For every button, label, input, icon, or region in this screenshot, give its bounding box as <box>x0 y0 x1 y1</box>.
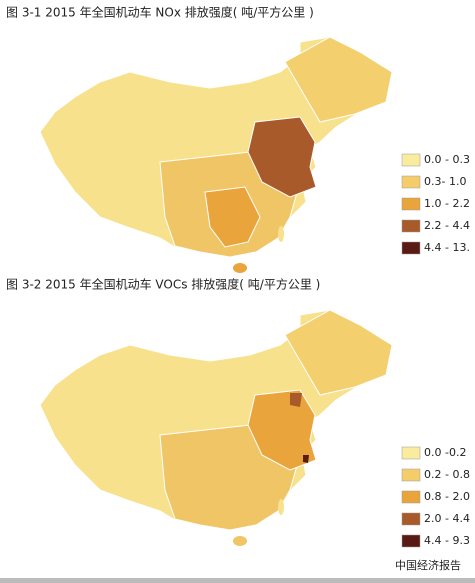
legend-swatch <box>401 219 421 233</box>
map-title: 图 3-2 2015 年全国机动车 VOCs 排放强度( 吨/平方公里 ) <box>6 277 320 292</box>
legend-label: 0.0 - 0.3 <box>424 153 470 166</box>
legend-swatch <box>401 175 421 189</box>
island <box>278 499 284 515</box>
bottom-bar <box>0 578 475 583</box>
legend-swatch <box>401 512 421 526</box>
region <box>303 455 309 463</box>
legend-swatch <box>401 490 421 504</box>
map <box>39 36 393 273</box>
island <box>233 536 247 546</box>
legend-label: 1.0 - 2.2 <box>424 197 470 210</box>
legend-swatch <box>401 241 421 255</box>
map-title: 图 3-1 2015 年全国机动车 NOx 排放强度( 吨/平方公里 ) <box>6 5 314 20</box>
region <box>247 389 317 471</box>
region <box>290 393 302 407</box>
legend-swatch <box>401 534 421 548</box>
watermark: 中国经济报告 <box>395 558 461 572</box>
region <box>284 36 393 123</box>
legend-label: 0.2 - 0.8 <box>424 468 470 481</box>
legend-swatch <box>401 446 421 460</box>
region <box>284 309 393 396</box>
legend-swatch <box>401 153 421 167</box>
legend-label: 0.8 - 2.0 <box>424 490 470 503</box>
map <box>39 309 393 546</box>
region <box>204 186 261 248</box>
legend-label: 0.0 -0.2 <box>424 446 466 459</box>
legend-label: 2.2 - 4.4 <box>424 219 470 232</box>
island <box>278 226 284 242</box>
legend-swatch <box>401 468 421 482</box>
legend-label: 0.3- 1.0 <box>424 175 466 188</box>
region <box>247 116 317 198</box>
legend-label: 2.0 - 4.4 <box>424 512 470 525</box>
island <box>233 263 247 273</box>
legend-label: 4.4 - 9.3 <box>424 534 470 547</box>
legend-label: 4.4 - 13. <box>424 241 470 254</box>
legend-swatch <box>401 197 421 211</box>
